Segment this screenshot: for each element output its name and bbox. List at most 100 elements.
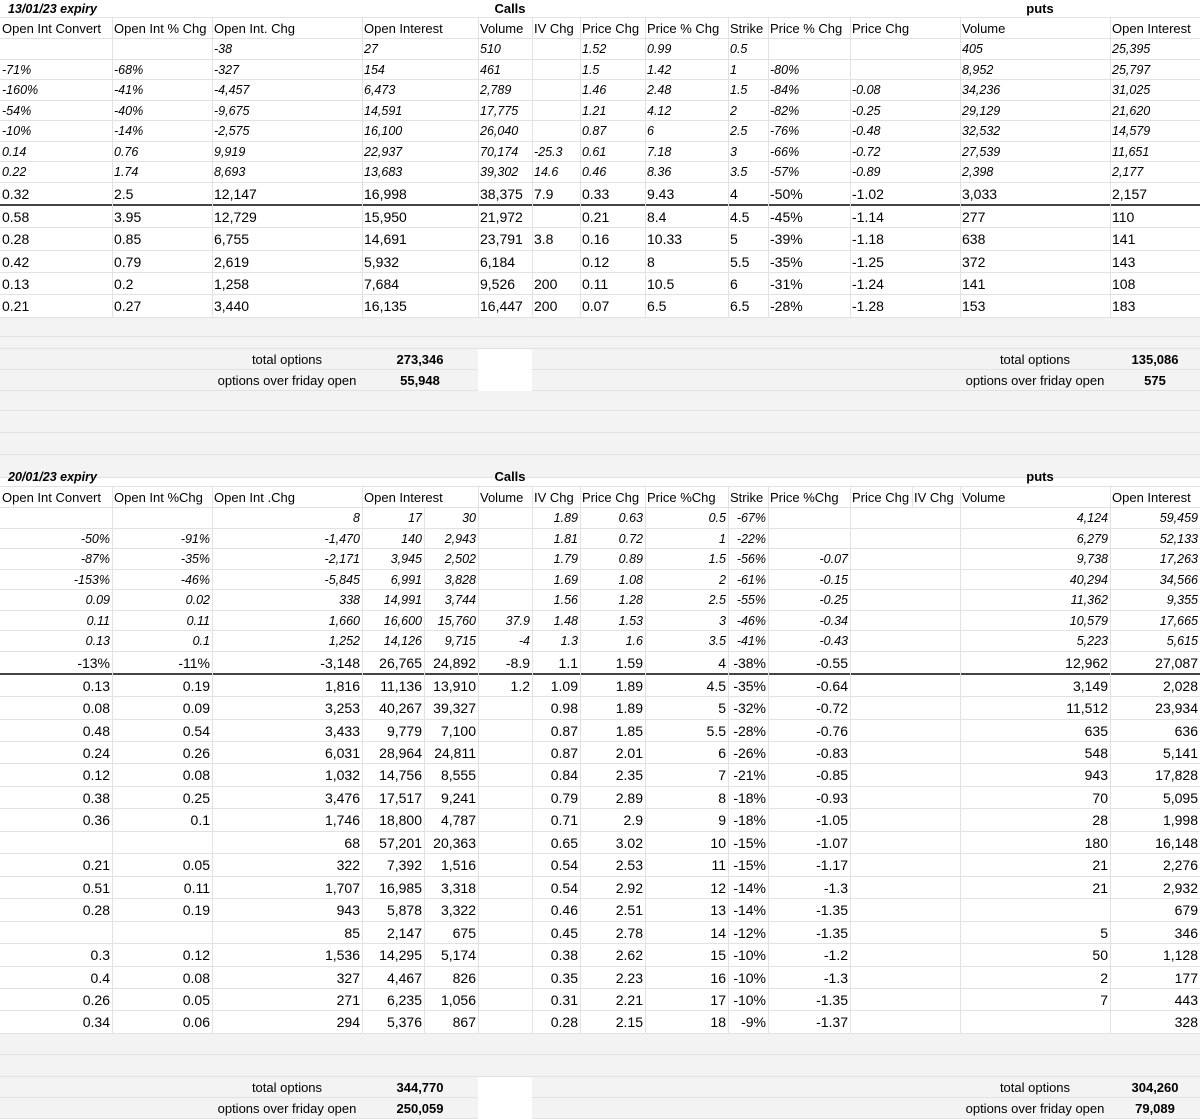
table-cell[interactable]: 9,526 bbox=[480, 275, 516, 292]
table-cell[interactable]: 548 bbox=[1084, 744, 1108, 761]
table-cell[interactable]: 7 bbox=[718, 767, 726, 783]
table-cell[interactable]: 6 bbox=[730, 275, 738, 292]
table-cell[interactable]: 0.07 bbox=[582, 298, 610, 314]
table-cell[interactable] bbox=[850, 675, 960, 696]
table-cell[interactable]: -67% bbox=[736, 511, 766, 525]
table-cell[interactable]: -1.3 bbox=[823, 969, 848, 986]
table-cell[interactable]: -39% bbox=[770, 231, 803, 247]
table-cell[interactable]: 0.27 bbox=[114, 298, 142, 314]
table-cell[interactable]: 0.65 bbox=[550, 834, 578, 851]
table-cell[interactable] bbox=[478, 854, 532, 876]
table-cell[interactable]: 0.98 bbox=[550, 700, 578, 716]
table-cell[interactable]: -327 bbox=[214, 62, 240, 77]
table-cell[interactable]: 4.12 bbox=[647, 103, 672, 118]
table-cell[interactable]: 0.36 bbox=[82, 812, 110, 828]
table-cell[interactable]: -12% bbox=[733, 924, 766, 941]
table-cell[interactable]: -57% bbox=[770, 165, 800, 179]
table-cell[interactable]: 2.48 bbox=[647, 83, 672, 97]
table-cell[interactable]: 13,910 bbox=[433, 677, 476, 694]
table-cell[interactable]: 0.14 bbox=[2, 144, 27, 159]
table-cell[interactable]: -50% bbox=[770, 185, 803, 202]
table-cell[interactable]: 180 bbox=[1084, 834, 1108, 851]
table-cell[interactable]: 5 bbox=[1100, 924, 1108, 941]
column-header[interactable]: Open Interest bbox=[364, 489, 443, 505]
table-cell[interactable]: -38 bbox=[214, 42, 233, 56]
table-cell[interactable]: -0.34 bbox=[819, 613, 849, 628]
table-cell[interactable]: 9,715 bbox=[444, 634, 476, 648]
puts-friday-value[interactable]: 79,089 bbox=[1135, 1100, 1175, 1116]
table-cell[interactable]: 327 bbox=[336, 969, 360, 986]
column-header[interactable]: Strike bbox=[730, 20, 764, 36]
table-cell[interactable]: 0.84 bbox=[550, 767, 578, 783]
calls-friday-label[interactable]: options over friday open bbox=[217, 1100, 357, 1116]
table-cell[interactable]: 943 bbox=[336, 902, 360, 918]
table-cell[interactable]: 0.48 bbox=[82, 722, 110, 739]
table-cell[interactable]: -87% bbox=[80, 552, 110, 566]
table-cell[interactable]: 3,149 bbox=[1072, 677, 1108, 694]
table-cell[interactable]: 1 bbox=[730, 62, 737, 77]
table-cell[interactable]: 0.12 bbox=[582, 253, 610, 270]
table-cell[interactable]: -0.89 bbox=[852, 165, 881, 179]
table-cell[interactable]: 28,964 bbox=[379, 744, 422, 761]
calls-total-label[interactable]: total options bbox=[251, 351, 323, 367]
table-cell[interactable]: 0.11 bbox=[582, 275, 609, 292]
table-cell[interactable] bbox=[850, 652, 960, 673]
table-cell[interactable]: 24,892 bbox=[433, 654, 476, 671]
table-cell[interactable]: 59,459 bbox=[1159, 511, 1198, 525]
table-cell[interactable] bbox=[478, 922, 532, 943]
table-cell[interactable]: -31% bbox=[770, 275, 803, 292]
table-cell[interactable]: 17 bbox=[710, 991, 726, 1008]
table-cell[interactable]: 25,395 bbox=[1112, 42, 1151, 56]
table-cell[interactable]: -0.76 bbox=[816, 722, 848, 739]
table-cell[interactable]: 17 bbox=[408, 511, 422, 525]
table-cell[interactable] bbox=[478, 944, 532, 966]
table-cell[interactable]: -2,575 bbox=[214, 124, 250, 138]
table-cell[interactable]: 21 bbox=[1092, 879, 1108, 896]
table-cell[interactable]: 1,056 bbox=[440, 991, 476, 1008]
table-cell[interactable]: 3,440 bbox=[214, 298, 250, 314]
table-cell[interactable]: 8,555 bbox=[440, 767, 476, 783]
table-cell[interactable]: 4.5 bbox=[730, 208, 750, 225]
table-cell[interactable]: 57,201 bbox=[379, 834, 422, 851]
table-cell[interactable]: 14 bbox=[710, 924, 726, 941]
table-cell[interactable]: 17,263 bbox=[1159, 552, 1198, 566]
puts-total-label[interactable]: total options bbox=[999, 351, 1071, 367]
table-cell[interactable]: 13,683 bbox=[364, 165, 403, 179]
table-cell[interactable] bbox=[478, 809, 532, 831]
table-cell[interactable]: 40,267 bbox=[379, 700, 422, 716]
table-cell[interactable]: 1.89 bbox=[615, 677, 643, 694]
table-cell[interactable]: 2.9 bbox=[623, 812, 643, 828]
table-cell[interactable]: 4 bbox=[718, 654, 726, 671]
table-cell[interactable]: 27 bbox=[364, 42, 378, 56]
table-cell[interactable]: 2.35 bbox=[615, 767, 643, 783]
puts-total-value[interactable]: 135,086 bbox=[1131, 351, 1179, 367]
table-cell[interactable]: 141 bbox=[962, 275, 986, 292]
table-cell[interactable]: 10.5 bbox=[647, 275, 675, 292]
table-cell[interactable]: 8,952 bbox=[962, 62, 994, 77]
table-cell[interactable]: 6,755 bbox=[214, 231, 250, 247]
table-cell[interactable]: -21% bbox=[733, 767, 766, 783]
table-cell[interactable] bbox=[850, 590, 960, 610]
table-cell[interactable]: 177 bbox=[1174, 969, 1198, 986]
table-cell[interactable]: 0.99 bbox=[647, 42, 672, 56]
table-cell[interactable] bbox=[850, 529, 960, 548]
table-cell[interactable]: -1.35 bbox=[816, 924, 848, 941]
table-cell[interactable] bbox=[0, 508, 112, 528]
table-cell[interactable]: 153 bbox=[962, 298, 986, 314]
table-cell[interactable]: -8.9 bbox=[505, 654, 530, 671]
column-header[interactable]: Price Chg bbox=[582, 489, 640, 505]
table-cell[interactable]: 52,133 bbox=[1159, 531, 1198, 546]
table-cell[interactable]: 0.09 bbox=[85, 593, 110, 607]
table-cell[interactable]: 3,322 bbox=[440, 902, 476, 918]
table-cell[interactable]: 0.34 bbox=[82, 1014, 110, 1030]
table-cell[interactable]: 16,998 bbox=[364, 185, 407, 202]
table-cell[interactable]: -35% bbox=[733, 677, 766, 694]
table-cell[interactable] bbox=[112, 922, 212, 943]
table-cell[interactable]: -0.64 bbox=[816, 677, 848, 694]
table-cell[interactable]: 3 bbox=[719, 613, 726, 628]
table-cell[interactable]: 0.12 bbox=[82, 767, 110, 783]
table-cell[interactable]: 24,811 bbox=[434, 744, 476, 761]
table-cell[interactable]: 0.19 bbox=[182, 902, 210, 918]
table-cell[interactable]: 1.48 bbox=[553, 613, 578, 628]
table-cell[interactable]: 13 bbox=[710, 902, 726, 918]
